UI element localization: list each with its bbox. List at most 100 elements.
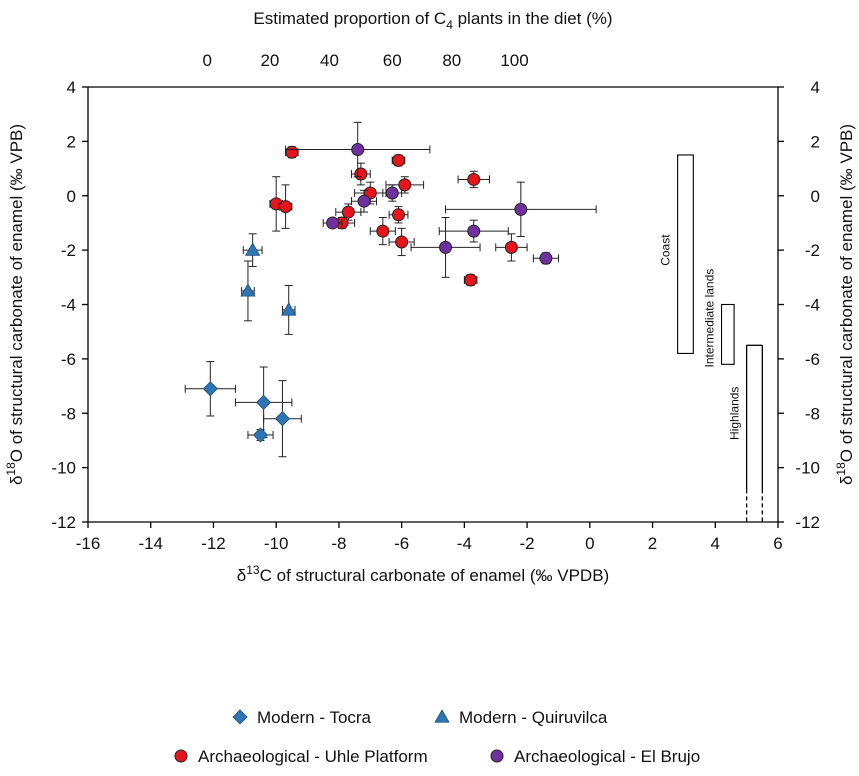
data-point — [252, 427, 269, 443]
data-point — [341, 205, 355, 219]
legend: Modern - Tocra Modern - Quiruvilca Archaeo… — [174, 708, 700, 766]
legend-label: Archaeological - Uhle Platform — [198, 747, 428, 766]
data-point — [240, 283, 256, 297]
data-point — [392, 153, 405, 167]
region-label: Highlands — [728, 387, 742, 440]
region-box — [720, 303, 735, 365]
data-point-group — [335, 203, 362, 221]
data-point-group — [278, 184, 293, 229]
data-point-group — [382, 184, 403, 202]
data-point-group — [391, 153, 406, 167]
data-point-group — [495, 233, 528, 262]
data-point — [464, 273, 478, 287]
data-point — [244, 242, 261, 256]
x-tick-label: -2 — [520, 534, 535, 553]
data-point — [467, 224, 481, 238]
data-point — [392, 208, 405, 222]
x-tick-label: 2 — [648, 534, 657, 553]
x-tick-label: 6 — [773, 534, 782, 553]
legend-item: Archaeological - Uhle Platform — [174, 747, 428, 766]
y-tick-label-right: 0 — [811, 187, 820, 206]
x-tick-label: -4 — [457, 534, 472, 553]
region-label: Intermediate lands — [703, 269, 717, 368]
data-point-group — [463, 273, 478, 287]
x-axis-title: δ13C of structural carbonate of enamel (… — [237, 563, 609, 585]
data-point-group — [350, 162, 371, 186]
y-tick-label-left: 2 — [67, 132, 76, 151]
x-tick-label: -6 — [394, 534, 409, 553]
data-point — [256, 394, 272, 410]
y-axis-title-right: δ18O of structural carbonate of enamel (… — [834, 124, 856, 485]
y-tick-label-left: -10 — [51, 459, 76, 478]
data-point-group — [445, 181, 597, 238]
legend-label: Modern - Tocra — [257, 708, 372, 727]
y-tick-label-right: 2 — [811, 132, 820, 151]
data-point-group — [281, 284, 297, 335]
region-bars: Coast Intermediate lands Highlands — [659, 154, 763, 522]
data-point-group — [184, 361, 236, 417]
x-tick-label: -8 — [331, 534, 346, 553]
data-point — [357, 194, 371, 208]
data-point-group — [234, 366, 293, 439]
top-tick-label: 100 — [500, 51, 528, 70]
x-tick-label: 0 — [585, 534, 594, 553]
data-point — [279, 200, 293, 214]
data-point — [514, 202, 528, 216]
top-axis-title: Estimated proportion of C4 plants in the… — [253, 9, 612, 32]
x-tick-label: 4 — [711, 534, 720, 553]
y-tick-label-left: -2 — [61, 241, 76, 260]
legend-marker — [174, 749, 188, 763]
legend-marker — [434, 709, 450, 723]
data-point-group — [457, 170, 490, 189]
data-point — [395, 235, 409, 249]
y-axis-title-left: δ18O of structural carbonate of enamel (… — [4, 124, 26, 485]
legend-item: Modern - Quiruvilca — [434, 708, 608, 727]
data-points — [184, 121, 597, 458]
legend-marker — [232, 709, 248, 725]
data-point-group — [369, 217, 396, 246]
data-point — [285, 145, 299, 159]
data-point — [274, 411, 291, 427]
y-tick-label-right: 4 — [811, 78, 820, 97]
data-point-group — [263, 380, 302, 458]
data-point — [539, 251, 553, 265]
top-tick-label: 80 — [442, 51, 461, 70]
region-box — [677, 154, 694, 354]
legend-item: Archaeological - El Brujo — [490, 747, 700, 766]
y-tick-label-right: -2 — [805, 241, 820, 260]
data-point-group — [388, 206, 409, 224]
y-tick-label-left: -12 — [51, 513, 76, 532]
y-tick-label-right: -4 — [805, 296, 820, 315]
y-tick-label-left: -8 — [61, 404, 76, 423]
data-point — [439, 240, 453, 254]
y-tick-label-right: -12 — [795, 513, 820, 532]
data-point-group — [438, 219, 509, 243]
data-point-group — [247, 427, 274, 443]
x-tick-label: -14 — [138, 534, 163, 553]
top-tick-label: 60 — [383, 51, 402, 70]
legend-item: Modern - Tocra — [232, 708, 372, 727]
data-point-group — [285, 121, 431, 178]
x-tick-label: -10 — [264, 534, 289, 553]
top-tick-label: 40 — [320, 51, 339, 70]
y-tick-label-left: -4 — [61, 296, 76, 315]
data-point-group — [240, 260, 256, 322]
data-point — [504, 240, 518, 254]
legend-marker — [490, 749, 504, 763]
data-point — [281, 302, 297, 316]
legend-label: Modern - Quiruvilca — [459, 708, 608, 727]
data-point — [202, 381, 218, 397]
y-tick-label-left: 4 — [67, 78, 76, 97]
data-point — [354, 167, 368, 181]
data-point — [398, 178, 412, 192]
x-tick-label: -12 — [201, 534, 226, 553]
region-label: Coast — [659, 234, 673, 266]
x-tick-label: -16 — [76, 534, 101, 553]
data-point — [351, 143, 365, 157]
tick-labels: -16 -14 -12 -10 -8 -6 -4 -2 0 2 4 64 42 20 0-2 -2-4 -4-6… — [51, 51, 820, 553]
y-tick-label-left: -6 — [61, 350, 76, 369]
data-point-group — [242, 233, 263, 267]
data-point-group — [322, 216, 343, 230]
data-point-group — [532, 251, 559, 265]
